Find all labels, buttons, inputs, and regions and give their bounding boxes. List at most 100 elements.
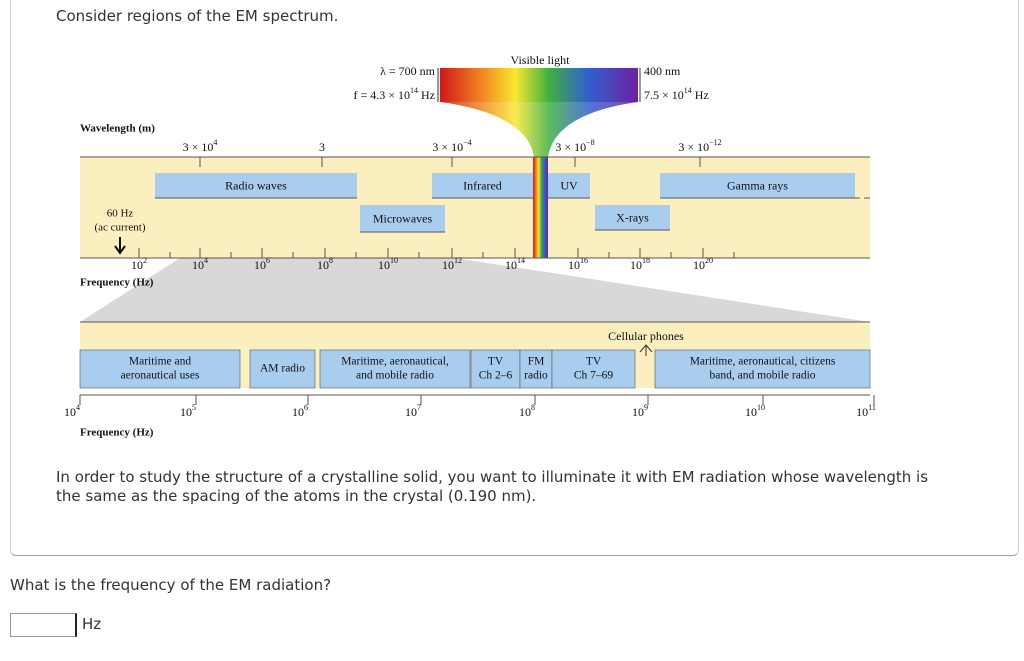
label-exponent: 8 bbox=[329, 256, 333, 265]
label-base: 10 bbox=[693, 258, 705, 272]
wavelength-tick-label: 3 × 104 bbox=[183, 138, 218, 154]
label-exponent: −4 bbox=[463, 138, 472, 147]
marker bbox=[639, 344, 653, 356]
label-exponent: 14 bbox=[410, 86, 418, 95]
lower-band-label: AM radio bbox=[260, 363, 305, 375]
wavelength-label: 400 nm bbox=[644, 64, 681, 78]
frequency-tick-label: 108 bbox=[317, 256, 333, 272]
lower-tick-label: 104 bbox=[64, 403, 80, 419]
label-exponent: −8 bbox=[586, 138, 595, 147]
label-exponent: 11 bbox=[868, 403, 876, 412]
lower-band-label: and mobile radio bbox=[356, 370, 434, 382]
band-label: Radio waves bbox=[225, 178, 287, 192]
question-card bbox=[10, 0, 1019, 556]
frequency-tick-label: 102 bbox=[131, 256, 147, 272]
lower-tick-label: 1011 bbox=[856, 403, 876, 419]
lower-band-label: band, and mobile radio bbox=[709, 370, 815, 382]
label-exponent: 18 bbox=[642, 256, 650, 265]
visible-band bbox=[440, 68, 638, 102]
lower-tick-label: 105 bbox=[180, 403, 196, 419]
label-exponent: 10 bbox=[390, 256, 398, 265]
label-base: 10 bbox=[317, 258, 329, 272]
label-exponent: −12 bbox=[709, 138, 722, 147]
lower-band bbox=[519, 349, 553, 389]
label-exponent: 4 bbox=[204, 256, 208, 265]
wavelength-tick-label: 3 × 10−4 bbox=[432, 138, 471, 154]
label-base: 10 bbox=[630, 258, 642, 272]
spectrum-strip bbox=[80, 157, 870, 258]
frequency-tick-label: 1010 bbox=[378, 256, 398, 272]
answer-input[interactable] bbox=[10, 613, 77, 637]
intro: Consider regions of the EM spectrum. bbox=[56, 7, 339, 25]
axis-title: Frequency (Hz) bbox=[80, 277, 154, 289]
label-base: 10 bbox=[292, 405, 304, 419]
label-exponent: 12 bbox=[454, 256, 462, 265]
answer-unit: Hz bbox=[82, 615, 102, 633]
lower-band-label: TV bbox=[586, 356, 602, 368]
label-base: 10 bbox=[64, 405, 76, 419]
lower-band-label: radio bbox=[524, 370, 548, 382]
lower-band-label: Maritime, aeronautical, bbox=[341, 356, 449, 368]
label-base: 10 bbox=[505, 258, 517, 272]
visible-label: Visible light bbox=[511, 53, 571, 67]
label-base: 10 bbox=[131, 258, 143, 272]
label-exponent: 16 bbox=[580, 256, 588, 265]
band bbox=[660, 173, 855, 198]
band bbox=[432, 173, 533, 198]
label-exponent: 10 bbox=[757, 403, 765, 412]
lower-tick-label: 109 bbox=[632, 403, 648, 419]
question: What is the frequency of the EM radiatio… bbox=[10, 576, 332, 594]
lower-band-label: Maritime, aeronautical, citizens bbox=[690, 356, 836, 368]
arrow bbox=[114, 237, 126, 255]
lower-band bbox=[79, 349, 241, 389]
lower-band bbox=[654, 349, 871, 389]
frequency-tick-label: 104 bbox=[192, 256, 208, 272]
label-base: f = 4.3 × 10 bbox=[353, 88, 410, 102]
label-exponent: 4 bbox=[213, 138, 217, 147]
frequency-label: f = 4.3 × 1014 Hz bbox=[353, 86, 435, 102]
axis-title: Wavelength (m) bbox=[80, 123, 155, 135]
frequency-tick-label: 1020 bbox=[693, 256, 713, 272]
band-label: X-rays bbox=[616, 210, 649, 224]
lower-band bbox=[319, 349, 471, 389]
label-exponent: 5 bbox=[192, 403, 196, 412]
label-exponent: 20 bbox=[705, 256, 713, 265]
lower-band bbox=[551, 349, 636, 389]
band-label: Gamma rays bbox=[727, 178, 788, 192]
label-base: 10 bbox=[519, 405, 531, 419]
band bbox=[155, 173, 357, 198]
label-exponent: 4 bbox=[76, 403, 80, 412]
frequency-tick-label: 1012 bbox=[442, 256, 462, 272]
label-base: 10 bbox=[378, 258, 390, 272]
band bbox=[548, 173, 590, 198]
wavelength-tick-label: 3 × 10−12 bbox=[678, 138, 721, 154]
label-exponent: 9 bbox=[644, 403, 648, 412]
lower-band-label: FM bbox=[528, 356, 545, 368]
label-base: 3 × 10 bbox=[183, 140, 214, 154]
wavelength-tick-label: 3 bbox=[319, 140, 325, 154]
label-base: 10 bbox=[856, 405, 868, 419]
label-base: 3 × 10 bbox=[555, 140, 586, 154]
lower-tick-label: 1010 bbox=[745, 403, 765, 419]
frequency-tick-label: 1014 bbox=[505, 256, 525, 272]
lower-tick-label: 106 bbox=[292, 403, 308, 419]
wavelength-label: λ = 700 nm bbox=[380, 64, 436, 78]
label-exponent: 14 bbox=[517, 256, 525, 265]
ac-label: 60 Hz bbox=[107, 208, 134, 220]
label-base: 7.5 × 10 bbox=[644, 88, 684, 102]
label-base: 10 bbox=[442, 258, 454, 272]
label-base: 10 bbox=[568, 258, 580, 272]
wavelength-tick-label: 3 × 10−8 bbox=[555, 138, 594, 154]
label-base: 10 bbox=[632, 405, 644, 419]
frequency-label: 7.5 × 1014 Hz bbox=[644, 86, 709, 102]
label-exponent: 8 bbox=[531, 403, 535, 412]
band-label: Microwaves bbox=[373, 211, 433, 225]
label-base: 3 bbox=[319, 140, 325, 154]
label-base: 3 × 10 bbox=[678, 140, 709, 154]
label-base: 3 × 10 bbox=[432, 140, 463, 154]
lower-band-label: Ch 2–6 bbox=[479, 370, 513, 382]
band-label: UV bbox=[560, 178, 578, 192]
label-base: 10 bbox=[192, 258, 204, 272]
em-spectrum-diagram: Visible light λ = 700 nm 400 nm Waveleng… bbox=[64, 53, 876, 439]
